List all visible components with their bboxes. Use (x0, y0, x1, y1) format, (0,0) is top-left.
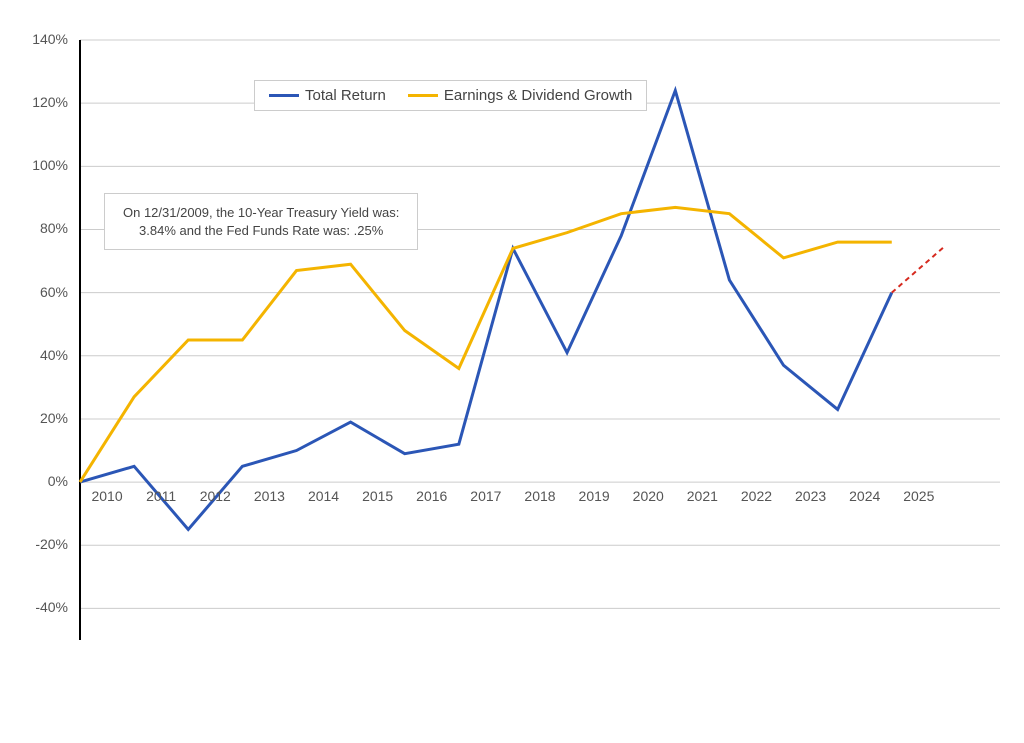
y-tick-label: 0% (0, 473, 68, 489)
y-tick-label: 120% (0, 94, 68, 110)
x-tick-label: 2011 (146, 488, 176, 504)
y-tick-label: 80% (0, 220, 68, 236)
x-tick-label: 2013 (254, 488, 285, 504)
y-tick-label: 40% (0, 347, 68, 363)
x-tick-label: 2018 (524, 488, 555, 504)
x-tick-label: 2019 (579, 488, 610, 504)
legend: Total Return Earnings & Dividend Growth (254, 80, 647, 111)
y-tick-label: 20% (0, 410, 68, 426)
line-chart-svg (0, 0, 1024, 743)
legend-swatch-total-return (269, 94, 299, 97)
x-tick-label: 2017 (470, 488, 501, 504)
legend-item-earnings-dividend: Earnings & Dividend Growth (408, 87, 632, 104)
y-tick-label: 140% (0, 31, 68, 47)
x-tick-label: 2016 (416, 488, 447, 504)
y-tick-label: -20% (0, 536, 68, 552)
x-tick-label: 2012 (200, 488, 231, 504)
y-tick-label: 100% (0, 157, 68, 173)
x-tick-label: 2020 (633, 488, 664, 504)
annotation-line-1: On 12/31/2009, the 10-Year Treasury Yiel… (123, 204, 399, 222)
legend-label-total-return: Total Return (305, 87, 386, 104)
x-tick-label: 2014 (308, 488, 339, 504)
x-tick-label: 2022 (741, 488, 772, 504)
y-tick-label: -40% (0, 599, 68, 615)
x-tick-label: 2025 (903, 488, 934, 504)
chart-container: Total Return Earnings & Dividend Growth … (0, 0, 1024, 743)
legend-swatch-earnings-dividend (408, 94, 438, 97)
x-tick-label: 2010 (91, 488, 122, 504)
x-tick-label: 2024 (849, 488, 880, 504)
x-tick-label: 2021 (687, 488, 718, 504)
annotation-line-2: 3.84% and the Fed Funds Rate was: .25% (123, 222, 399, 240)
annotation-box: On 12/31/2009, the 10-Year Treasury Yiel… (104, 193, 418, 250)
y-tick-label: 60% (0, 284, 68, 300)
x-tick-label: 2023 (795, 488, 826, 504)
legend-item-total-return: Total Return (269, 87, 386, 104)
x-tick-label: 2015 (362, 488, 393, 504)
legend-label-earnings-dividend: Earnings & Dividend Growth (444, 87, 632, 104)
